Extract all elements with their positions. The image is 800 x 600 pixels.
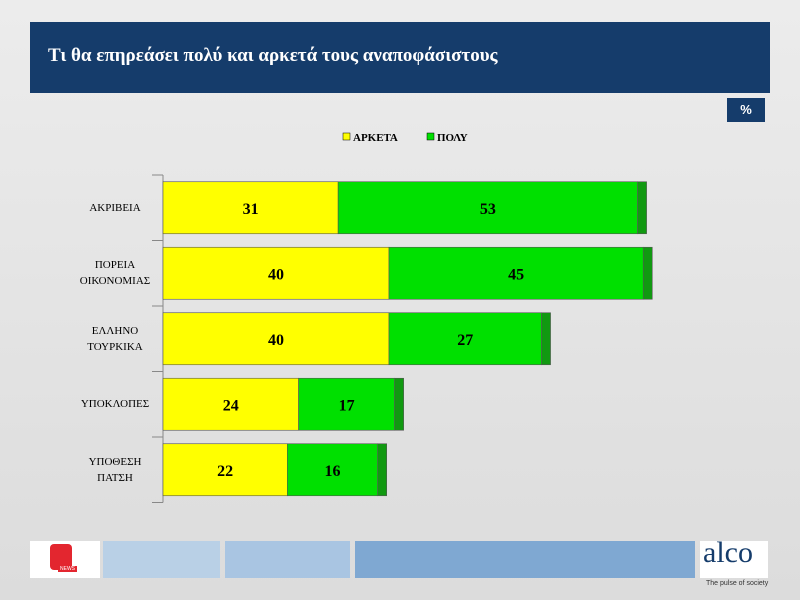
bar-segment: [388, 312, 542, 366]
bar-segment: [162, 377, 299, 431]
brand-box: [700, 541, 768, 578]
legend-label: ΑΡΚΕΤΑ: [353, 132, 398, 144]
header-band: [30, 22, 770, 93]
bar-segment: [286, 443, 378, 497]
bar-cap: [394, 377, 404, 431]
value-label: 27: [457, 332, 473, 349]
bar-cap: [377, 443, 388, 497]
legend-swatch: [342, 132, 351, 141]
value-label: 16: [325, 463, 341, 480]
value-label: 53: [480, 201, 496, 218]
bar-segment: [162, 246, 390, 300]
footer-panel: [225, 541, 350, 578]
unit-badge: %: [727, 98, 765, 122]
footer-panel: [103, 541, 220, 578]
bar-segment: [162, 181, 339, 235]
value-label: 45: [508, 266, 524, 283]
bar-segment: [162, 443, 288, 497]
title: Τι θα επηρεάσει πολύ και αρκετά τους ανα…: [48, 45, 498, 66]
category-label: ΥΠΟΘΕΣΗ ΠΑΤΣΗ: [88, 455, 142, 484]
news-logo: [50, 544, 72, 570]
bar-cap: [541, 312, 551, 366]
category-label: ΥΠΟΚΛΟΠΕΣ: [80, 398, 150, 411]
bar-segment: [162, 312, 390, 366]
value-label: 22: [217, 463, 233, 480]
value-label: 40: [268, 266, 284, 283]
value-label: 24: [223, 397, 239, 414]
value-label: 40: [268, 332, 284, 349]
bar-cap: [637, 181, 647, 235]
bar-cap: [642, 246, 653, 300]
category-label: ΑΚΡΙΒΕΙΑ: [89, 201, 141, 214]
brand: alco: [703, 536, 753, 569]
value-label: 31: [243, 201, 259, 218]
bar-segment: [298, 377, 395, 431]
value-label: 17: [339, 397, 355, 414]
footer-panel: [355, 541, 695, 578]
category-label: ΠΟΡΕΙΑ ΟΙΚΟΝΟΜΙΑΣ: [79, 259, 151, 288]
legend-swatch: [426, 132, 435, 141]
tagline: The pulse of society: [706, 580, 769, 587]
legend-label: ΠΟΛΥ: [437, 132, 468, 144]
bar-segment: [388, 246, 644, 300]
news-text: NEWS: [58, 566, 77, 572]
category-label: ΕΛΛΗΝΟ ΤΟΥΡΚΙΚΑ: [87, 324, 143, 353]
